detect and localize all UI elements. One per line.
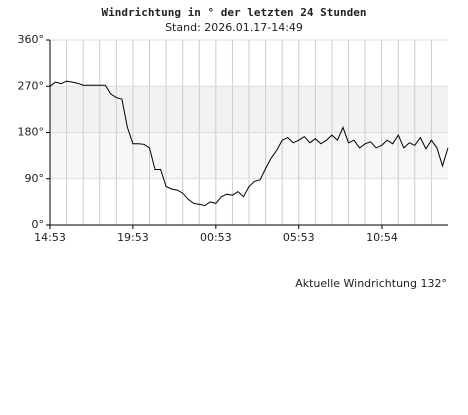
chart-subtitle: Stand: 2026.01.17-14:49 [165,21,303,34]
annotation: Aktuelle Windrichtung 132° [295,277,447,290]
x-tick-label: 00:53 [200,231,232,244]
x-tick-label: 05:53 [283,231,315,244]
x-tick-label: 10:54 [366,231,398,244]
x-tick-label: 19:53 [117,231,149,244]
chart-title: Windrichtung in ° der letzten 24 Stunden [102,6,367,19]
y-tick-label: 180° [18,126,45,139]
y-tick-label: 360° [18,33,45,46]
y-tick-label: 270° [18,79,45,92]
y-tick-label: 0° [32,218,45,231]
y-tick-label: 90° [25,172,45,185]
x-tick-label: 14:53 [34,231,66,244]
wind-line [49,80,449,207]
